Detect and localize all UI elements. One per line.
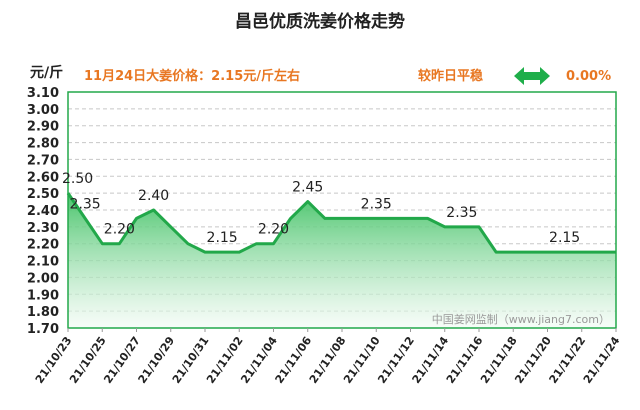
data-label: 2.20 [258,222,289,238]
data-label: 2.20 [104,222,135,238]
plot-area [66,192,616,328]
y-tick-label: 2.60 [27,170,59,185]
y-axis-unit-label: 元/斤 [30,64,63,81]
y-tick-label: 2.20 [27,238,59,253]
y-tick-label: 1.70 [27,322,59,337]
y-axis-ticks: 3.10 3.00 2.90 2.802.70 2.60 2.50 2.40 2.30 2.20… [27,86,59,337]
area-fill [68,193,616,328]
y-tick-label: 2.80 [27,137,59,152]
data-label: 2.40 [138,188,169,204]
data-label: 2.35 [70,196,101,212]
y-tick-label: 2.00 [27,271,59,286]
data-labels: 2.502.352.202.402.152.202.452.352.352.15 [62,171,580,246]
y-tick-label: 2.50 [27,187,59,202]
series-line [66,192,616,254]
y-tick-label: 2.40 [27,204,59,219]
y-tick-label: 2.90 [27,120,59,135]
data-label: 2.45 [292,180,323,196]
watermark: 中国姜网监制（www.jiang7.com） [432,312,610,326]
y-tick-label: 2.70 [27,153,59,168]
data-label: 2.15 [549,230,580,246]
change-label: 较昨日平稳 [418,68,483,84]
data-label: 2.35 [361,196,392,212]
x-axis-ticks: 21/10/2321/10/2521/10/2721/10/2921/10/31… [33,328,623,386]
price-subtitle: 11月24日大姜价格：2.15元/斤左右 [84,68,300,84]
data-label: 2.15 [207,230,238,246]
y-tick-label: 1.90 [27,288,59,303]
y-tick-label: 1.80 [27,305,59,320]
data-label: 2.50 [62,171,93,187]
y-tick-label: 2.10 [27,255,59,270]
chart-title: 昌邑优质洗姜价格走势 [235,11,405,32]
double-arrow-icon [514,67,550,85]
y-tick-label: 3.00 [27,103,59,118]
y-tick-label: 2.30 [27,221,59,236]
change-value: 0.00% [566,69,611,84]
data-label: 2.35 [446,205,477,221]
y-tick-label: 3.10 [27,86,59,101]
